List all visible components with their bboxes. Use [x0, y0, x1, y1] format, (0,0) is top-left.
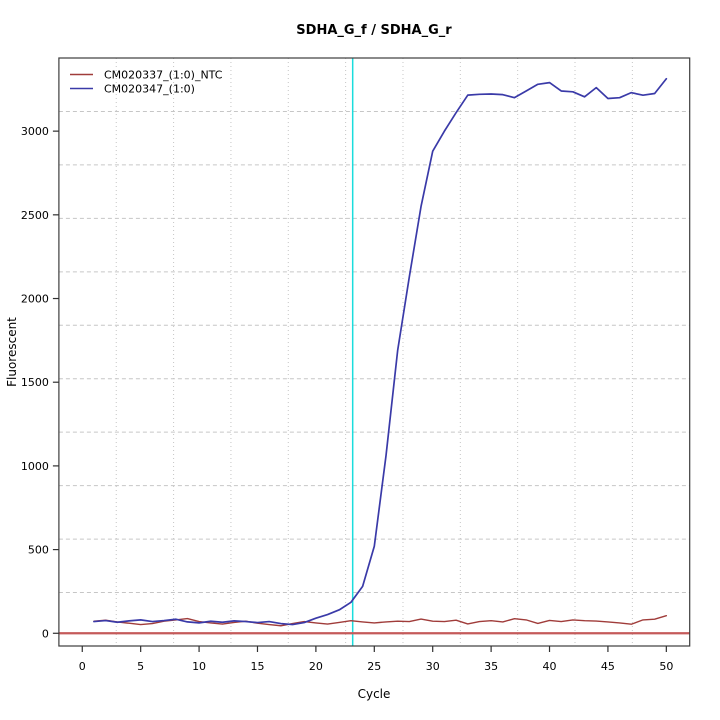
- legend: CM020337_(1:0)_NTC CM020347_(1:0): [70, 69, 223, 96]
- series-layer: [93, 77, 668, 627]
- x-tick-label: 25: [367, 660, 381, 673]
- y-tick-label: 2000: [21, 293, 49, 306]
- x-tick-label: 5: [137, 660, 144, 673]
- y-tick-label: 2500: [21, 209, 49, 222]
- x-tick-label: 45: [601, 660, 615, 673]
- y-axis-label: Fluorescent: [5, 317, 19, 387]
- chart-title: SDHA_G_f / SDHA_G_r: [296, 23, 452, 38]
- series-curve-sample: [93, 77, 668, 626]
- x-tick-label: 0: [79, 660, 86, 673]
- y-tick-label: 500: [28, 544, 49, 557]
- y-tick-label: 1000: [21, 460, 49, 473]
- reference-lines-layer: [58, 58, 690, 646]
- axes-layer: 0 5 10 15 20 25 30 35 40 45 5005001000150020002500…: [21, 57, 691, 673]
- x-tick-label: 40: [543, 660, 557, 673]
- legend-label-ntc: CM020337_(1:0)_NTC: [104, 69, 223, 82]
- y-tick-label: 0: [42, 627, 49, 640]
- x-tick-label: 15: [250, 660, 264, 673]
- legend-label-sample: CM020347_(1:0): [104, 83, 195, 96]
- y-tick-label: 1500: [21, 376, 49, 389]
- x-tick-label: 10: [192, 660, 206, 673]
- y-tick-label: 3000: [21, 125, 49, 138]
- series-curve-ntc: [93, 615, 668, 627]
- x-axis-label: Cycle: [358, 687, 391, 701]
- x-tick-label: 30: [426, 660, 440, 673]
- x-tick-label: 20: [309, 660, 323, 673]
- x-tick-label: 35: [484, 660, 498, 673]
- plot-border: [58, 57, 691, 647]
- gridlines-layer: [58, 58, 690, 646]
- x-tick-label: 50: [659, 660, 673, 673]
